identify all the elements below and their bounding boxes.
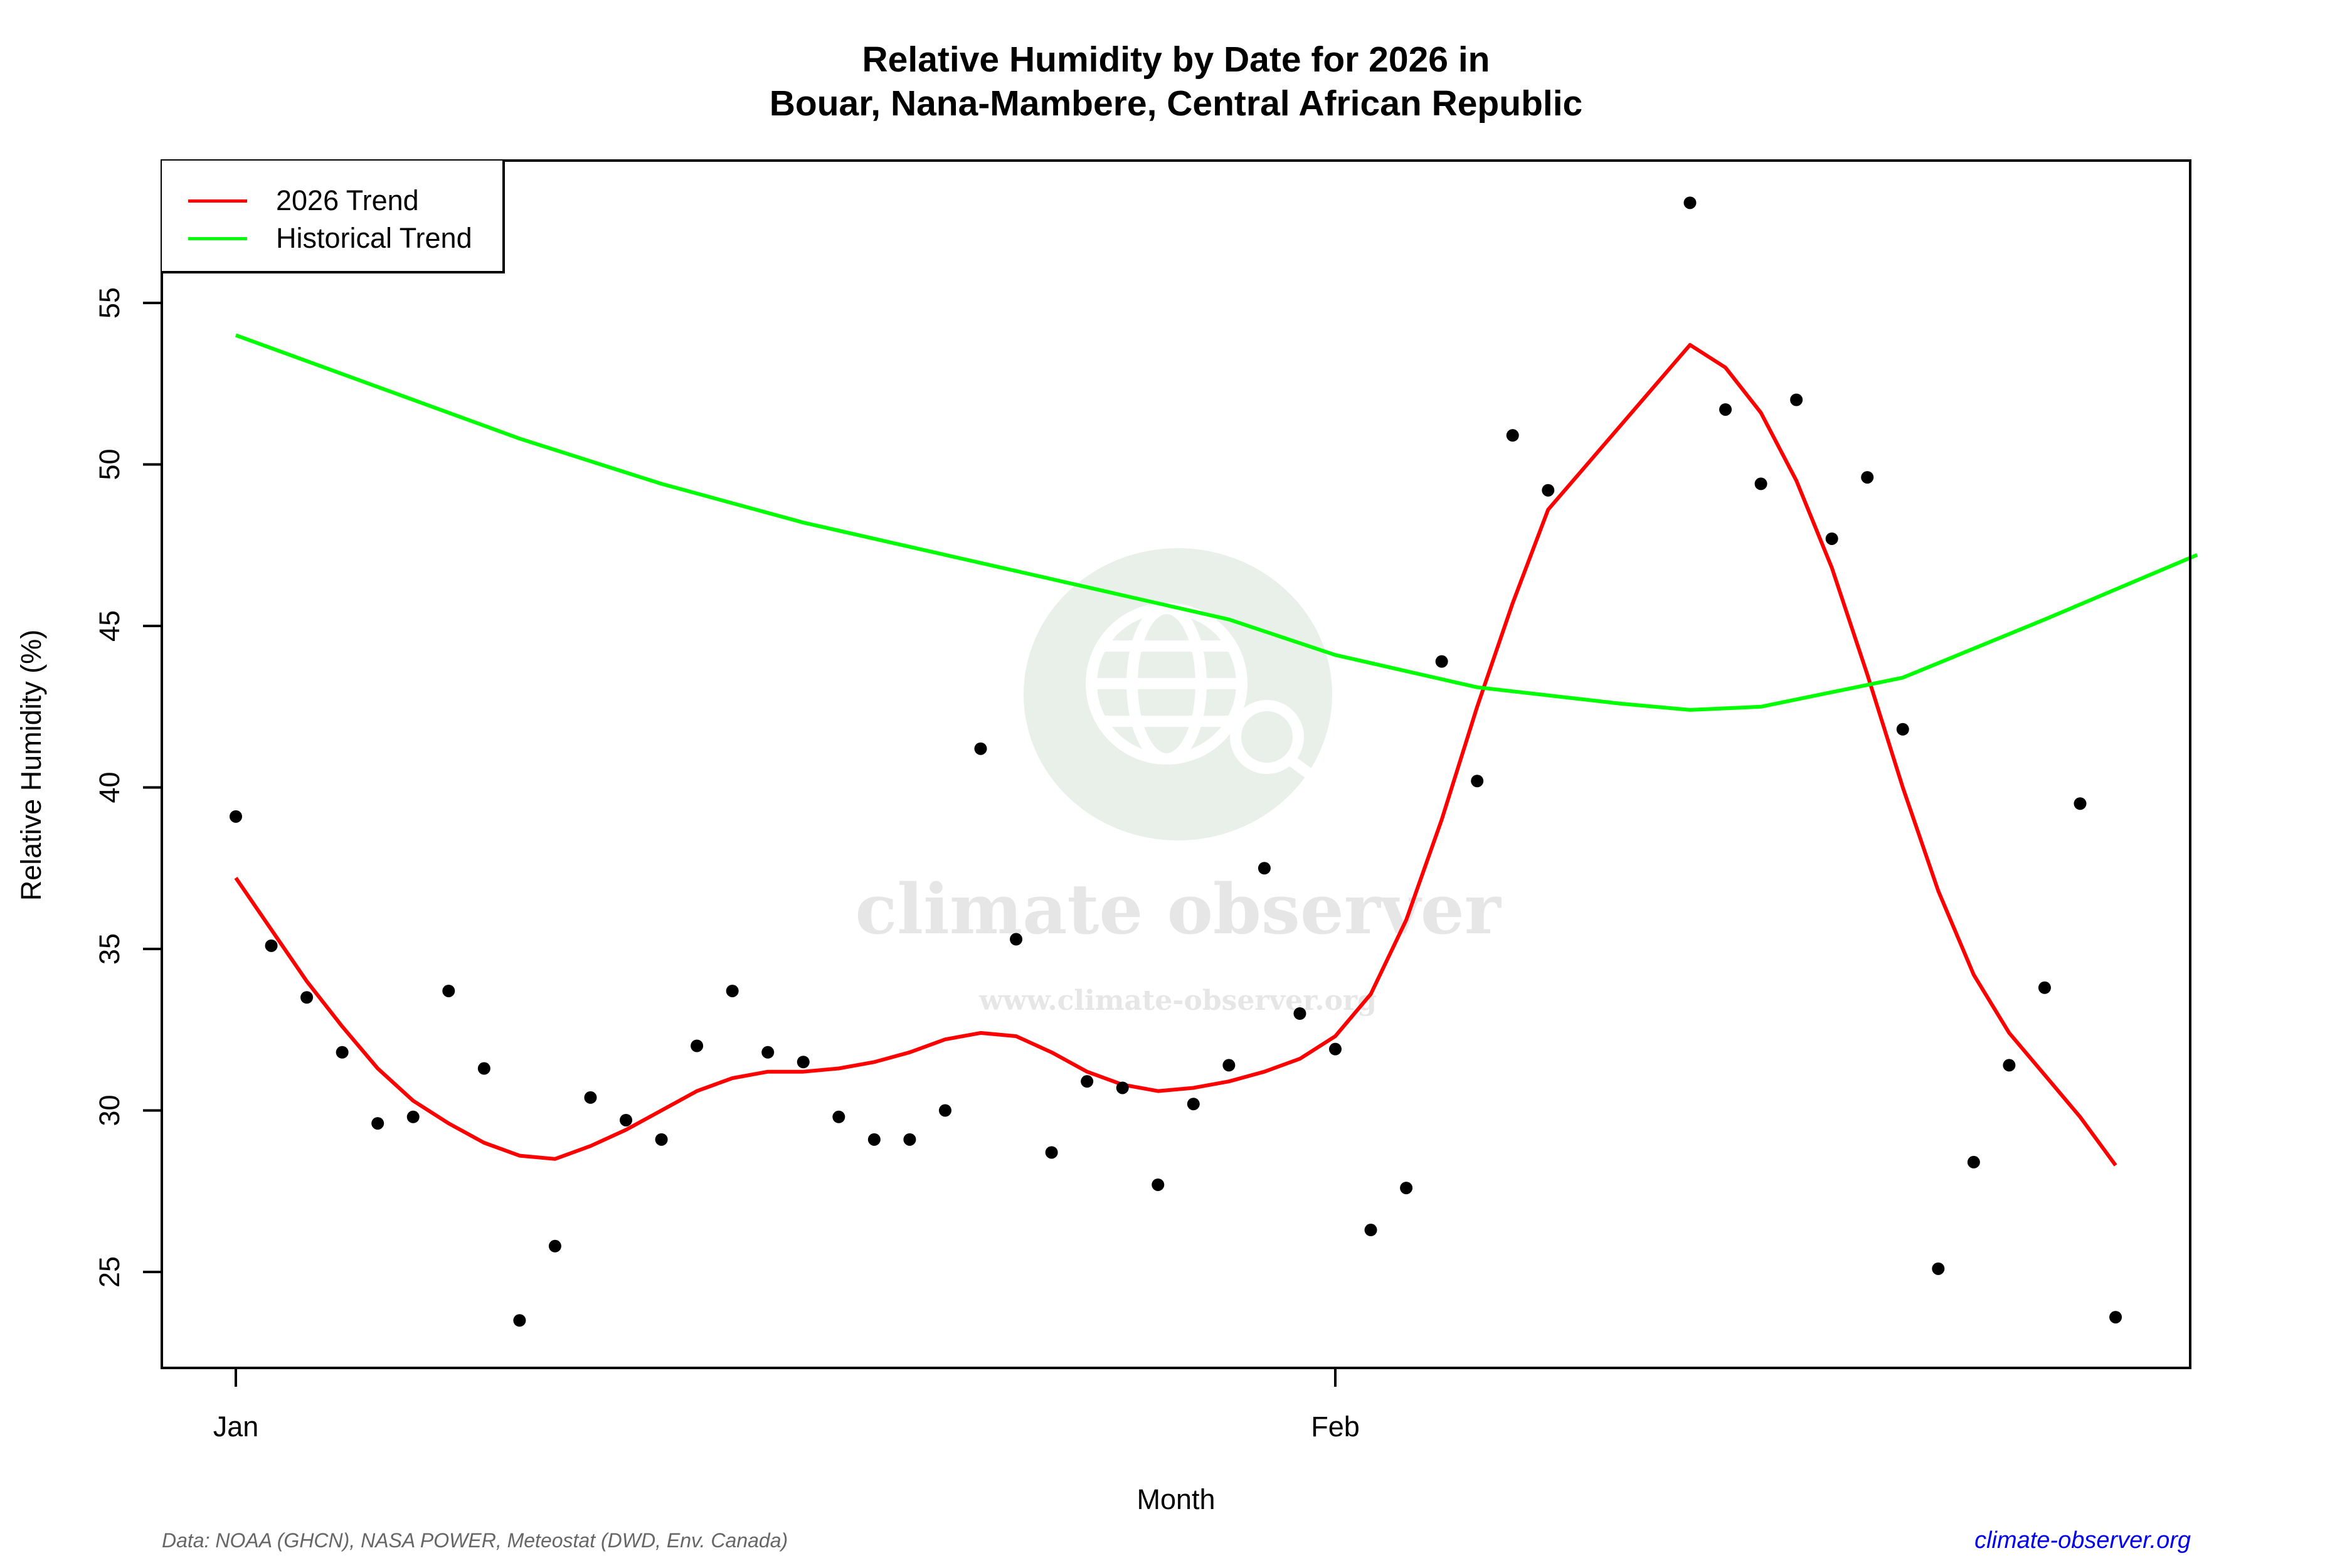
data-point — [761, 1046, 775, 1059]
data-point — [1329, 1042, 1342, 1056]
data-point — [1471, 775, 1484, 788]
data-point — [230, 810, 242, 823]
data-point — [832, 1110, 845, 1123]
data-point — [1222, 1059, 1236, 1072]
data-point — [620, 1113, 633, 1126]
data-point — [265, 939, 278, 952]
legend-item-2026-trend: 2026 Trend — [188, 184, 419, 217]
legend-label: 2026 Trend — [276, 184, 419, 216]
legend-item-historical-trend: Historical Trend — [188, 222, 472, 255]
chart-title-line2: Bouar, Nana-Mambere, Central African Rep… — [769, 83, 1583, 124]
data-point — [1754, 477, 1767, 490]
data-point — [406, 1110, 420, 1123]
historical-trend-line — [235, 333, 2198, 712]
x-tick-label: Feb — [1311, 1411, 1360, 1443]
data-point — [903, 1133, 916, 1146]
watermark: climate observer www.climate-observer.or… — [855, 548, 1502, 1017]
data-point — [1967, 1155, 1980, 1168]
legend-red-line-icon — [188, 199, 247, 203]
data-point — [867, 1133, 881, 1146]
data-point — [1861, 471, 1874, 484]
data-point — [1719, 403, 1732, 416]
data-point — [1542, 484, 1555, 497]
data-point — [1825, 532, 1838, 545]
data-point — [1364, 1224, 1377, 1237]
x-axis-label: Month — [1136, 1483, 1216, 1515]
data-point — [691, 1039, 704, 1052]
chart-title-line1: Relative Humidity by Date for 2026 in — [862, 40, 1490, 80]
legend-label: Historical Trend — [276, 222, 472, 254]
data-point — [1790, 393, 1803, 406]
watermark-url: www.climate-observer.org — [978, 985, 1377, 1017]
data-point — [1400, 1182, 1413, 1195]
data-point — [1896, 723, 1909, 736]
data-point — [1045, 1146, 1058, 1159]
data-point — [300, 991, 314, 1004]
y-tick-label: 45 — [93, 610, 125, 642]
data-point — [1932, 1262, 1945, 1275]
y-tick-label: 55 — [93, 287, 125, 319]
data-point — [1081, 1075, 1094, 1088]
data-point — [655, 1133, 668, 1146]
data-point — [548, 1239, 561, 1253]
data-point — [2038, 981, 2051, 994]
data-point — [2074, 797, 2087, 810]
data-point — [797, 1056, 810, 1069]
y-tick-label: 25 — [93, 1256, 125, 1288]
climate-observer-link[interactable]: climate-observer.org — [1974, 1527, 2191, 1554]
y-tick-label: 35 — [93, 933, 125, 965]
x-tick-label: Jan — [213, 1411, 259, 1443]
data-point — [1258, 862, 1271, 875]
data-point — [1152, 1178, 1165, 1191]
data-point — [442, 984, 455, 997]
data-point — [726, 984, 739, 997]
data-point — [336, 1046, 349, 1059]
watermark-name: climate observer — [855, 869, 1502, 950]
y-tick-label: 40 — [93, 771, 125, 803]
plot-frame — [161, 159, 2191, 1369]
data-point — [1435, 655, 1448, 668]
data-source-note: Data: NOAA (GHCN), NASA POWER, Meteostat… — [162, 1529, 788, 1552]
data-point — [513, 1314, 526, 1327]
y-tick-label: 50 — [93, 448, 125, 480]
y-tick-label: 30 — [93, 1094, 125, 1126]
data-point — [2109, 1311, 2122, 1324]
data-point — [974, 742, 987, 755]
data-point — [1293, 1007, 1306, 1020]
data-point — [2003, 1059, 2016, 1072]
data-point — [371, 1117, 384, 1130]
data-point — [1506, 429, 1519, 442]
watermark-globe-icon — [1024, 548, 1332, 840]
data-point — [1683, 196, 1697, 209]
data-point — [1187, 1098, 1200, 1111]
legend-green-line-icon — [188, 236, 247, 240]
legend: 2026 Trend Historical Trend — [162, 161, 505, 273]
data-point — [938, 1104, 951, 1117]
data-point — [584, 1091, 597, 1104]
data-point — [1010, 933, 1023, 946]
data-point — [1116, 1081, 1129, 1094]
y-axis-label: Relative Humidity (%) — [15, 629, 47, 901]
data-point — [477, 1062, 490, 1075]
